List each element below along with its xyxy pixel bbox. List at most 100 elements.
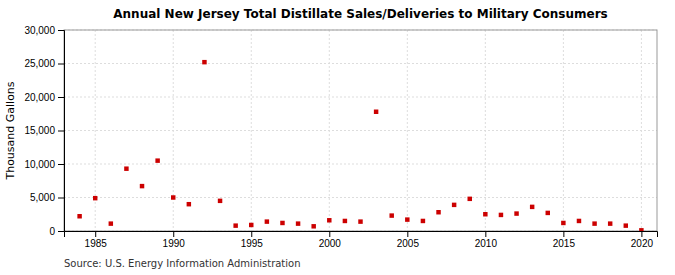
x-tick-mark	[563, 231, 564, 237]
point	[374, 110, 378, 114]
grid	[64, 30, 657, 231]
y-tick: 30,000	[24, 25, 64, 36]
grid-line	[64, 197, 657, 198]
grid-line	[641, 30, 642, 231]
point	[358, 219, 362, 223]
point	[546, 211, 550, 215]
x-tick: 2000	[319, 231, 342, 249]
x-tick-mark	[251, 231, 252, 237]
x-tick: 2005	[397, 231, 420, 249]
point	[280, 221, 284, 225]
point	[405, 217, 409, 221]
point	[171, 195, 175, 199]
x-tick: 1985	[85, 231, 108, 249]
grid-line	[95, 30, 96, 231]
grid-line	[329, 30, 330, 231]
y-tick-label: 15,000	[24, 125, 55, 136]
grid-line	[64, 164, 657, 165]
plot-frame	[64, 30, 657, 231]
point	[639, 228, 643, 231]
x-tick-label: 1985	[85, 238, 108, 249]
y-tick-mark	[58, 97, 64, 98]
x-tick-label: 1990	[163, 238, 186, 249]
y-tick: 25,000	[24, 58, 64, 69]
point	[343, 219, 347, 223]
y-tick-label: 0	[49, 226, 55, 237]
point	[483, 212, 487, 216]
x-tick: 2010	[475, 231, 498, 249]
x-tick-label: 2010	[475, 238, 498, 249]
points	[77, 60, 643, 231]
y-tick-label: 5,000	[30, 192, 55, 203]
title: Annual New Jersey Total Distillate Sales…	[113, 7, 607, 21]
point	[421, 219, 425, 223]
point	[218, 199, 222, 203]
y-axis-line	[58, 31, 65, 232]
y-tick: 20,000	[24, 92, 64, 103]
y-tick: 10,000	[24, 159, 64, 170]
x-tick: 1995	[241, 231, 264, 249]
y-tick-mark	[58, 64, 64, 65]
point	[140, 184, 144, 188]
plot: 1985 1990 1995 2000 2005 2010 2015 2020 0 5,000 10…	[24, 25, 657, 249]
grid-line	[485, 30, 486, 231]
x-tick-label: 2005	[397, 238, 420, 249]
x-tick-mark	[329, 231, 330, 237]
y-tick-mark	[58, 164, 64, 165]
point	[109, 221, 113, 225]
x-tick-mark	[95, 231, 96, 237]
point	[514, 211, 518, 215]
x-tick: 2015	[553, 231, 576, 249]
point	[327, 218, 331, 222]
point	[77, 214, 81, 218]
x-axis-line	[65, 232, 658, 238]
x-tick-mark	[485, 231, 486, 237]
y-tick-mark	[58, 131, 64, 132]
point	[499, 213, 503, 217]
y-tick-label: 20,000	[24, 92, 55, 103]
x-tick-label: 1995	[241, 238, 264, 249]
y-tick-mark	[58, 198, 64, 199]
grid-line	[251, 30, 252, 231]
y-tick: 5,000	[30, 192, 64, 203]
grid-line	[173, 30, 174, 231]
y-tick-label: 25,000	[24, 58, 55, 69]
y-tick-label: 10,000	[24, 159, 55, 170]
y-tick: 0	[49, 226, 64, 237]
point	[155, 158, 159, 162]
point	[530, 205, 534, 209]
point	[93, 196, 97, 200]
x-tick-label: 2015	[553, 238, 576, 249]
point	[468, 197, 472, 201]
x-tick: 2020	[631, 231, 654, 249]
grid-line	[563, 30, 564, 231]
grid-line	[64, 97, 657, 98]
x-tick-mark	[407, 231, 408, 237]
y-tick-mark	[58, 231, 64, 232]
x-tick-label: 2020	[631, 238, 654, 249]
point	[577, 219, 581, 223]
x-tick: 1990	[163, 231, 186, 249]
point	[187, 202, 191, 206]
y-tick-label: 30,000	[24, 25, 55, 36]
point	[592, 221, 596, 225]
grid-line	[64, 63, 657, 64]
y-axis-label: Thousand Gallons	[4, 81, 17, 180]
point	[452, 203, 456, 207]
point	[249, 223, 253, 227]
grid-line	[407, 30, 408, 231]
point	[608, 221, 612, 225]
x-axis: 1985 1990 1995 2000 2005 2010 2015 2020	[65, 231, 658, 249]
point	[561, 221, 565, 225]
point	[624, 223, 628, 227]
point	[265, 219, 269, 223]
point	[436, 210, 440, 214]
y-tick-mark	[58, 30, 64, 31]
point	[311, 224, 315, 228]
y-axis: 0 5,000 10,000 15,000 20,000 25,000 30,000	[24, 25, 64, 237]
grid-line	[64, 130, 657, 131]
chart: 1985 1990 1995 2000 2005 2010 2015 2020 0 5,000 10…	[0, 0, 675, 275]
point	[202, 60, 206, 64]
point	[233, 223, 237, 227]
x-tick-mark	[173, 231, 174, 237]
